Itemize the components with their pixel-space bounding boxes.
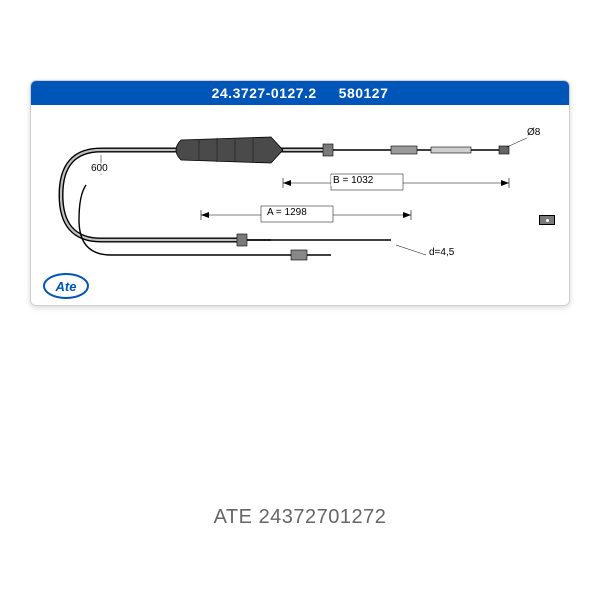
connector-icon	[539, 215, 555, 225]
ate-logo: Ate	[43, 273, 89, 299]
brand-sku-line: ATE 24372701272	[214, 506, 387, 529]
cable-diagram-svg	[31, 105, 570, 305]
svg-text:Ate: Ate	[55, 279, 77, 294]
diagram-card: 24.3727-0127.2 580127	[30, 80, 570, 306]
lower-end-fitting	[247, 250, 331, 260]
dim-a-label: A = 1298	[265, 207, 309, 218]
sku-text: 24372701272	[259, 506, 387, 528]
brand-text: ATE	[214, 506, 253, 528]
rubber-boot	[176, 137, 283, 163]
dim-end-label: Ø8	[525, 127, 542, 138]
drawing-area: B = 1032 A = 1298 600 d=4,5 Ø8 Ate	[31, 105, 569, 305]
page-container: 24.3727-0127.2 580127	[0, 0, 600, 600]
header-bar: 24.3727-0127.2 580127	[31, 81, 569, 105]
dim-wire-label: d=4,5	[427, 247, 456, 258]
dim-b-label: B = 1032	[331, 175, 375, 186]
short-code: 580127	[339, 85, 389, 101]
dim-sheath-label: 600	[89, 163, 110, 174]
part-number: 24.3727-0127.2	[212, 85, 317, 101]
